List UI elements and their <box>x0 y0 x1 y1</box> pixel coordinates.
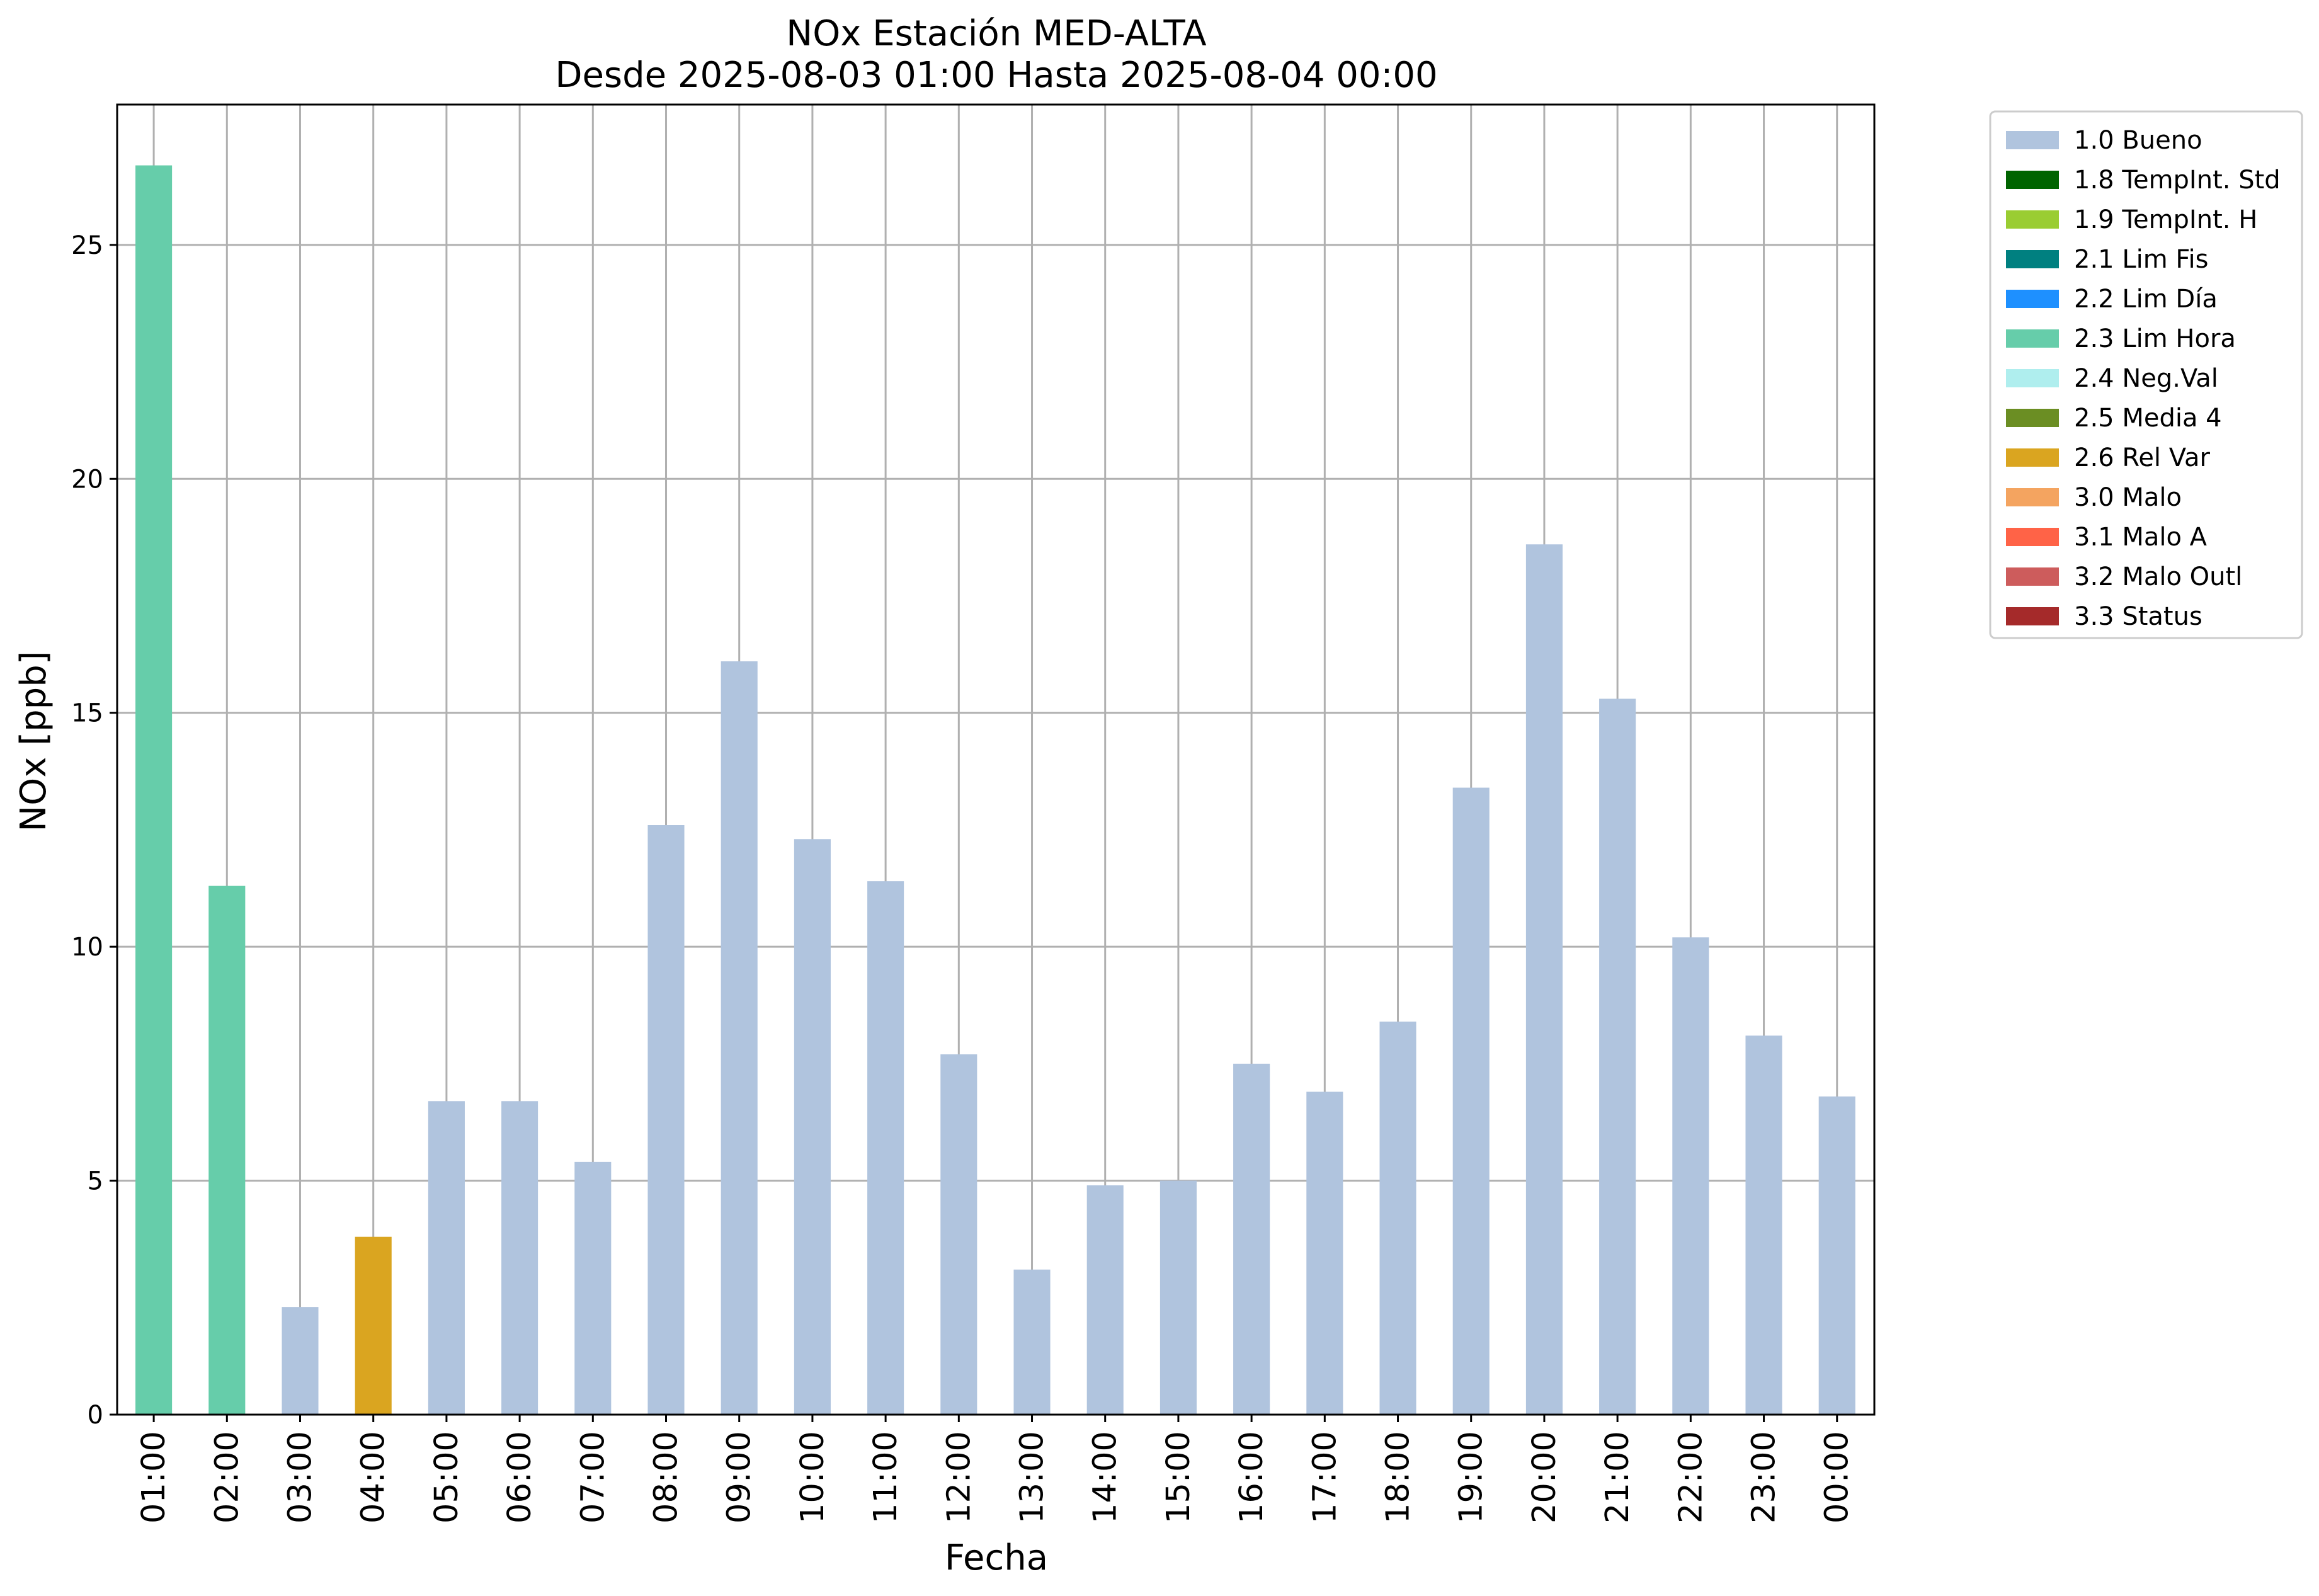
bar-08:00 <box>647 825 685 1415</box>
x-tick-label: 17:00 <box>1306 1431 1343 1524</box>
bar-12:00 <box>940 1054 977 1415</box>
bar-00:00 <box>1818 1096 1855 1415</box>
legend-swatch <box>2006 369 2059 387</box>
bar-22:00 <box>1672 937 1709 1415</box>
bar-02:00 <box>208 886 246 1415</box>
y-tick-label: 5 <box>88 1167 103 1196</box>
x-tick-label: 12:00 <box>940 1431 977 1524</box>
y-tick-label: 25 <box>71 231 103 260</box>
y-tick-label: 10 <box>71 933 103 962</box>
x-tick-label: 03:00 <box>282 1431 319 1524</box>
legend-label: 2.4 Neg.Val <box>2074 364 2218 393</box>
bar-10:00 <box>794 839 831 1415</box>
chart-title: NOx Estación MED-ALTA <box>786 13 1206 54</box>
x-tick-label: 10:00 <box>794 1431 831 1524</box>
legend-swatch <box>2006 528 2059 546</box>
legend-swatch <box>2006 567 2059 586</box>
legend-swatch <box>2006 409 2059 427</box>
bar-09:00 <box>721 661 758 1415</box>
legend-label: 1.0 Bueno <box>2074 126 2202 155</box>
legend-label: 2.2 Lim Día <box>2074 285 2218 314</box>
legend-swatch <box>2006 210 2059 229</box>
bar-07:00 <box>574 1161 612 1415</box>
bar-11:00 <box>867 881 904 1415</box>
x-tick-label: 14:00 <box>1087 1431 1124 1524</box>
x-tick-label: 05:00 <box>428 1431 465 1524</box>
legend-label: 3.0 Malo <box>2074 483 2182 512</box>
x-tick-label: 02:00 <box>208 1431 246 1524</box>
bar-03:00 <box>282 1307 319 1415</box>
bar-06:00 <box>501 1101 538 1415</box>
legend: 1.0 Bueno 1.8 TempInt. Std 1.9 TempInt. H 2… <box>1989 110 2303 639</box>
bar-18:00 <box>1379 1022 1416 1415</box>
x-tick-label: 13:00 <box>1014 1431 1051 1524</box>
bar-15:00 <box>1160 1180 1197 1415</box>
bar-20:00 <box>1525 544 1563 1415</box>
y-tick-label: 20 <box>71 465 103 494</box>
legend-swatch <box>2006 290 2059 308</box>
bar-01:00 <box>135 165 173 1415</box>
legend-label: 3.1 Malo A <box>2074 523 2208 552</box>
legend-frame <box>1989 110 2303 639</box>
y-tick-label: 15 <box>71 699 103 728</box>
bar-23:00 <box>1745 1035 1782 1415</box>
bar-17:00 <box>1306 1092 1343 1415</box>
legend-swatch <box>2006 250 2059 268</box>
x-tick-label: 21:00 <box>1599 1431 1636 1524</box>
legend-label: 1.8 TempInt. Std <box>2074 166 2281 195</box>
y-axis-ticks: 0 5 10 15 20 25 <box>71 231 117 1430</box>
bar-14:00 <box>1086 1185 1124 1415</box>
legend-label: 2.5 Media 4 <box>2074 404 2222 433</box>
x-tick-label: 23:00 <box>1746 1431 1783 1524</box>
bar-13:00 <box>1013 1269 1051 1415</box>
x-tick-label: 16:00 <box>1233 1431 1270 1524</box>
x-axis-label: Fecha <box>945 1537 1048 1578</box>
legend-label: 2.3 Lim Hora <box>2074 324 2236 353</box>
bar-21:00 <box>1599 698 1636 1415</box>
x-tick-label: 22:00 <box>1672 1431 1709 1524</box>
legend-label: 2.6 Rel Var <box>2074 443 2211 472</box>
x-tick-label: 20:00 <box>1526 1431 1563 1524</box>
x-tick-label: 19:00 <box>1453 1431 1490 1524</box>
x-tick-label: 01:00 <box>135 1431 173 1524</box>
legend-swatch <box>2006 607 2059 625</box>
legend-label: 2.1 Lim Fis <box>2074 245 2208 274</box>
legend-label: 3.2 Malo Outl <box>2074 562 2242 591</box>
bar-16:00 <box>1233 1063 1270 1415</box>
x-tick-label: 04:00 <box>355 1431 392 1524</box>
y-axis-label: NOx [ppb] <box>13 651 54 831</box>
legend-label: 1.9 TempInt. H <box>2074 205 2257 234</box>
legend-swatch <box>2006 131 2059 149</box>
x-tick-label: 11:00 <box>867 1431 904 1524</box>
x-tick-label: 15:00 <box>1160 1431 1197 1524</box>
x-tick-label: 06:00 <box>501 1431 538 1524</box>
legend-swatch <box>2006 488 2059 506</box>
x-tick-label: 08:00 <box>648 1431 685 1524</box>
bars-group <box>135 165 1855 1415</box>
legend-swatch <box>2006 329 2059 348</box>
legend-swatch <box>2006 171 2059 189</box>
x-tick-label: 09:00 <box>721 1431 758 1524</box>
legend-label: 3.3 Status <box>2074 602 2202 631</box>
x-tick-label: 18:00 <box>1380 1431 1417 1524</box>
legend-swatch <box>2006 448 2059 467</box>
plot-area <box>116 103 1876 1416</box>
chart-subtitle: Desde 2025-08-03 01:00 Hasta 2025-08-04 … <box>555 55 1437 96</box>
bar-05:00 <box>428 1101 465 1415</box>
bar-04:00 <box>355 1236 392 1415</box>
x-tick-label: 07:00 <box>574 1431 612 1524</box>
x-axis-ticks: 01:00 02:00 03:00 04:00 05:00 06:00 07:00 08:00… <box>135 1415 1856 1524</box>
bar-19:00 <box>1452 787 1490 1415</box>
x-tick-label: 00:00 <box>1819 1431 1856 1524</box>
y-tick-label: 0 <box>88 1401 103 1430</box>
